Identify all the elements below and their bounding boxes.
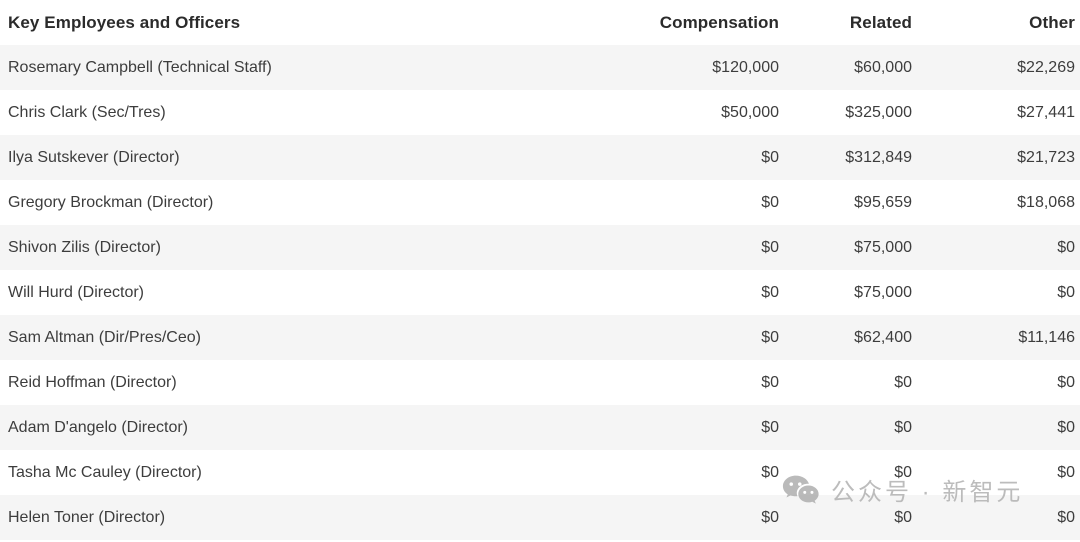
employee-name-cell: Rosemary Campbell (Technical Staff) — [8, 58, 272, 76]
table-row: Reid Hoffman (Director) $0 $0 $0 — [0, 360, 1080, 405]
table-row: Adam D'angelo (Director) $0 $0 $0 — [0, 405, 1080, 450]
compensation-cell: $0 — [761, 508, 779, 526]
employee-name-cell: Sam Altman (Dir/Pres/Ceo) — [8, 328, 201, 346]
related-cell: $75,000 — [854, 238, 912, 256]
table-row: Will Hurd (Director) $0 $75,000 $0 — [0, 270, 1080, 315]
related-cell: $0 — [894, 508, 912, 526]
compensation-cell: $0 — [761, 193, 779, 211]
other-cell: $11,146 — [1018, 328, 1075, 346]
employee-name-cell: Ilya Sutskever (Director) — [8, 148, 180, 166]
employee-name-cell: Chris Clark (Sec/Tres) — [8, 103, 166, 121]
related-cell: $75,000 — [854, 283, 912, 301]
related-cell: $312,849 — [845, 148, 912, 166]
compensation-cell: $0 — [761, 463, 779, 481]
related-cell: $0 — [894, 373, 912, 391]
employee-name-cell: Reid Hoffman (Director) — [8, 373, 177, 391]
header-other: Other — [1029, 12, 1075, 32]
table-row: Shivon Zilis (Director) $0 $75,000 $0 — [0, 225, 1080, 270]
other-cell: $0 — [1057, 283, 1075, 301]
compensation-cell: $0 — [761, 328, 779, 346]
employee-name-cell: Adam D'angelo (Director) — [8, 418, 189, 436]
other-cell: $18,068 — [1017, 193, 1075, 211]
table-row: Tasha Mc Cauley (Director) $0 $0 $0 — [0, 450, 1080, 495]
other-cell: $27,441 — [1017, 103, 1075, 121]
compensation-cell: $0 — [761, 418, 779, 436]
employee-name-cell: Tasha Mc Cauley (Director) — [8, 463, 202, 481]
table-row: Sam Altman (Dir/Pres/Ceo) $0 $62,400 $11… — [0, 315, 1080, 360]
table-row: Ilya Sutskever (Director) $0 $312,849 $2… — [0, 135, 1080, 180]
compensation-cell: $120,000 — [712, 58, 779, 76]
other-cell: $0 — [1057, 463, 1075, 481]
employee-name-cell: Gregory Brockman (Director) — [8, 193, 214, 211]
table-row: Helen Toner (Director) $0 $0 $0 — [0, 495, 1080, 540]
compensation-cell: $0 — [761, 238, 779, 256]
related-cell: $325,000 — [845, 103, 912, 121]
table-row: Gregory Brockman (Director) $0 $95,659 $… — [0, 180, 1080, 225]
table-row: Chris Clark (Sec/Tres) $50,000 $325,000 … — [0, 90, 1080, 135]
other-cell: $0 — [1057, 373, 1075, 391]
table-body: Rosemary Campbell (Technical Staff) $120… — [0, 45, 1080, 540]
other-cell: $0 — [1057, 508, 1075, 526]
compensation-cell: $0 — [761, 148, 779, 166]
related-cell: $62,400 — [854, 328, 912, 346]
other-cell: $21,723 — [1017, 148, 1075, 166]
employee-name-cell: Shivon Zilis (Director) — [8, 238, 161, 256]
related-cell: $60,000 — [854, 58, 912, 76]
header-related: Related — [849, 12, 912, 32]
employee-name-cell: Will Hurd (Director) — [8, 283, 144, 301]
employee-name-cell: Helen Toner (Director) — [8, 508, 166, 526]
compensation-cell: $50,000 — [721, 103, 779, 121]
header-compensation: Compensation — [659, 12, 779, 32]
table-row: Rosemary Campbell (Technical Staff) $120… — [0, 45, 1080, 90]
table-header-row: Key Employees and Officers Compensation … — [0, 0, 1080, 45]
other-cell: $0 — [1057, 418, 1075, 436]
other-cell: $22,269 — [1017, 58, 1075, 76]
compensation-cell: $0 — [761, 373, 779, 391]
related-cell: $95,659 — [854, 193, 912, 211]
related-cell: $0 — [894, 463, 912, 481]
compensation-cell: $0 — [761, 283, 779, 301]
header-employees: Key Employees and Officers — [8, 12, 241, 32]
related-cell: $0 — [894, 418, 912, 436]
other-cell: $0 — [1057, 238, 1075, 256]
